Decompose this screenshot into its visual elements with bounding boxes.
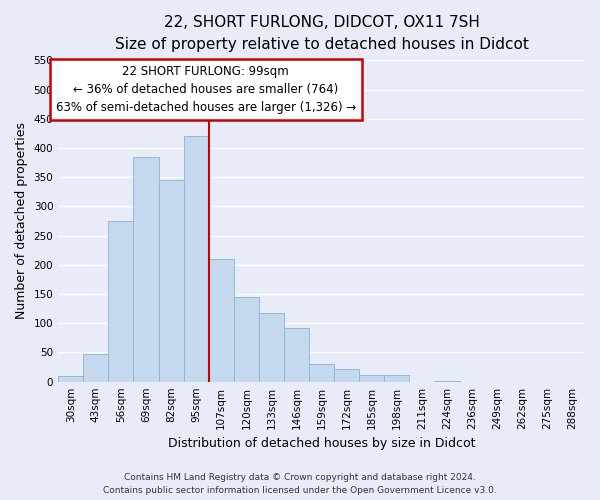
Bar xyxy=(209,259,234,382)
Bar xyxy=(284,328,309,382)
Bar xyxy=(334,369,359,382)
Y-axis label: Number of detached properties: Number of detached properties xyxy=(15,122,28,320)
Bar xyxy=(184,136,209,382)
Bar xyxy=(359,374,385,382)
Bar xyxy=(309,364,334,382)
X-axis label: Distribution of detached houses by size in Didcot: Distribution of detached houses by size … xyxy=(168,437,475,450)
Bar xyxy=(385,374,409,382)
Bar xyxy=(434,380,460,382)
Text: Contains HM Land Registry data © Crown copyright and database right 2024.
Contai: Contains HM Land Registry data © Crown c… xyxy=(103,474,497,495)
Title: 22, SHORT FURLONG, DIDCOT, OX11 7SH
Size of property relative to detached houses: 22, SHORT FURLONG, DIDCOT, OX11 7SH Size… xyxy=(115,15,529,52)
Bar xyxy=(133,156,158,382)
Bar xyxy=(109,221,133,382)
Bar xyxy=(83,354,109,382)
Bar xyxy=(234,297,259,382)
Text: 22 SHORT FURLONG: 99sqm
← 36% of detached houses are smaller (764)
63% of semi-d: 22 SHORT FURLONG: 99sqm ← 36% of detache… xyxy=(56,65,356,114)
Bar xyxy=(158,180,184,382)
Bar xyxy=(259,312,284,382)
Bar xyxy=(58,376,83,382)
